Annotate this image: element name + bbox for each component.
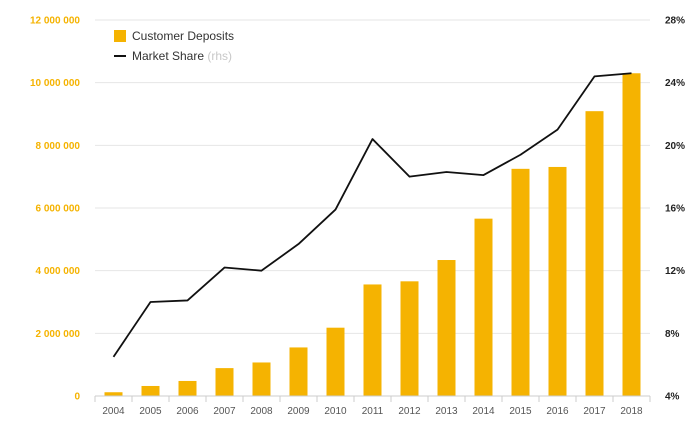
y-right-tick-label: 20% bbox=[665, 141, 685, 152]
bar-2008 bbox=[252, 362, 271, 396]
bar-2014 bbox=[474, 218, 493, 396]
bar-2011 bbox=[363, 284, 382, 396]
y-right-tick-label: 24% bbox=[665, 78, 685, 89]
legend-swatch-deposits bbox=[114, 30, 126, 42]
x-tick-label: 2015 bbox=[509, 406, 532, 417]
y-right-tick-label: 4% bbox=[665, 392, 680, 403]
y-right-tick-label: 28% bbox=[665, 16, 685, 27]
x-tick-label: 2004 bbox=[102, 406, 125, 417]
x-axis: 2004 2005 2006 2007 2008 2009 2010 2011 2012 2013… bbox=[94, 395, 651, 417]
line-series bbox=[112, 72, 632, 358]
bar-2018 bbox=[622, 73, 641, 397]
x-tick-label: 2012 bbox=[398, 406, 421, 417]
bar-2017 bbox=[585, 111, 604, 397]
y-left-tick-label: 6 000 000 bbox=[36, 204, 81, 215]
x-tick-label: 2018 bbox=[620, 406, 643, 417]
y-axis-right: 4% 8% 12% 16% 20% 24% 28% bbox=[665, 16, 685, 403]
bar-2012 bbox=[400, 281, 419, 396]
y-axis-left: 0 2 000 000 4 000 000 6 000 000 8 000 000 10 … bbox=[30, 16, 81, 403]
x-tick-label: 2014 bbox=[472, 406, 495, 417]
bar-2004 bbox=[104, 392, 123, 396]
legend-label-deposits: Customer Deposits bbox=[132, 29, 234, 43]
legend: Customer Deposits Market Share (rhs) bbox=[114, 29, 234, 63]
bar-2005 bbox=[141, 385, 160, 396]
x-tick-label: 2011 bbox=[362, 406, 384, 417]
bar-2009 bbox=[289, 347, 308, 396]
y-right-tick-label: 8% bbox=[665, 329, 680, 340]
x-tick-label: 2005 bbox=[139, 406, 162, 417]
bar-2010 bbox=[326, 327, 345, 396]
x-tick-label: 2013 bbox=[435, 406, 458, 417]
legend-note-rhs: (rhs) bbox=[207, 49, 232, 63]
x-tick-label: 2010 bbox=[324, 406, 347, 417]
y-right-tick-label: 16% bbox=[665, 204, 685, 215]
bar-series bbox=[104, 73, 641, 397]
y-right-tick-label: 12% bbox=[665, 266, 685, 277]
bar-2015 bbox=[511, 168, 530, 396]
bar-2006 bbox=[178, 380, 197, 396]
y-left-tick-label: 2 000 000 bbox=[36, 329, 81, 340]
gridlines bbox=[95, 19, 650, 397]
x-tick-label: 2007 bbox=[213, 406, 236, 417]
x-tick-label: 2006 bbox=[176, 406, 199, 417]
legend-label-market-share: Market Share (rhs) bbox=[132, 49, 232, 63]
x-tick-label: 2008 bbox=[250, 406, 273, 417]
bar-2007 bbox=[215, 368, 234, 396]
bar-2013 bbox=[437, 260, 456, 396]
bar-2016 bbox=[548, 166, 567, 396]
x-tick-label: 2009 bbox=[287, 406, 310, 417]
x-tick-label: 2017 bbox=[583, 406, 606, 417]
y-left-tick-label: 10 000 000 bbox=[30, 78, 80, 89]
y-left-tick-label: 0 bbox=[74, 392, 80, 403]
y-left-tick-label: 4 000 000 bbox=[36, 266, 81, 277]
y-left-tick-label: 8 000 000 bbox=[36, 141, 81, 152]
y-left-tick-label: 12 000 000 bbox=[30, 16, 80, 27]
x-tick-label: 2016 bbox=[546, 406, 569, 417]
